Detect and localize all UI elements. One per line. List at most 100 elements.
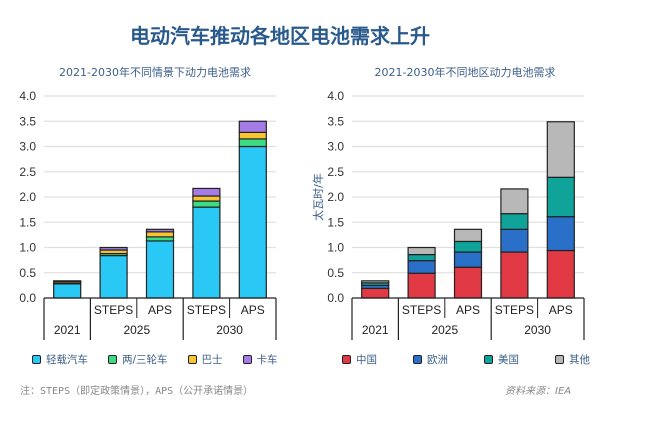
legend-label: 中国 xyxy=(356,354,377,366)
bar-segment xyxy=(238,120,267,133)
bar-segment xyxy=(407,246,436,256)
x-sub-label: STEPS xyxy=(94,303,133,317)
bar-segment xyxy=(407,260,436,274)
bar-segment xyxy=(546,176,575,218)
bar-segment xyxy=(99,246,128,251)
legend-swatch xyxy=(32,355,41,364)
bar-segment xyxy=(361,287,390,299)
x-sub-label: APS xyxy=(148,303,172,317)
bar-segment xyxy=(500,228,529,253)
x-sub-label: STEPS xyxy=(495,303,534,317)
bar-segment xyxy=(192,200,221,208)
x-group-label: 2030 xyxy=(216,323,243,337)
x-sub-label: APS xyxy=(549,303,573,317)
bar-segment xyxy=(99,254,128,299)
legend-item: 其他 xyxy=(555,352,590,367)
source-note: 资料来源：IEA xyxy=(505,386,572,397)
bar-segment xyxy=(53,280,82,282)
y-tick-label: 2.5 xyxy=(327,165,344,179)
x-group-label: 2025 xyxy=(431,323,458,337)
y-tick-label: 0.0 xyxy=(327,291,344,305)
legend-label: 两/三轮车 xyxy=(122,354,168,366)
y-tick-label: 2.0 xyxy=(19,190,36,204)
legend-item: 两/三轮车 xyxy=(108,352,168,367)
legend-label: 欧洲 xyxy=(427,354,448,366)
page-title: 电动汽车推动各地区电池需求上升 xyxy=(130,24,430,48)
y-tick-label: 3.5 xyxy=(327,114,344,128)
x-group-label: 2025 xyxy=(123,323,150,337)
bar-segment xyxy=(192,187,221,197)
x-group-label: 2021 xyxy=(362,323,389,337)
bar-segment xyxy=(453,240,483,253)
footnote: 注：STEPS（即定政策情景），APS（公开承诺情景） xyxy=(20,386,254,397)
y-axis-label: 太瓦时/年 xyxy=(0,173,1,221)
legend-swatch xyxy=(342,355,351,364)
bar-segment xyxy=(500,188,529,215)
bar-segment xyxy=(500,251,529,299)
y-tick-label: 4.0 xyxy=(19,89,36,103)
legend-label: 其他 xyxy=(569,354,590,366)
bar-segment xyxy=(238,138,267,148)
legend-swatch xyxy=(108,355,117,364)
legend-label: 美国 xyxy=(498,354,519,366)
bar-segment xyxy=(407,272,436,299)
legend-regions: 中国 欧洲 美国 其他 xyxy=(342,352,626,367)
legend-swatch xyxy=(242,355,252,364)
bar-segment xyxy=(145,231,175,238)
bar-segment xyxy=(145,236,175,242)
x-sub-label: STEPS xyxy=(187,303,226,317)
legend-item: 卡车 xyxy=(242,352,278,367)
y-tick-label: 3.5 xyxy=(19,114,36,128)
bar-segment xyxy=(145,228,175,233)
chart-scenarios: 0.0 0.5 1.0 1.5 2.0 2.5 3.0 3.5 4.0 太瓦时/年 2021 STEP… xyxy=(0,89,277,340)
y-tick-label: 0.0 xyxy=(19,291,36,305)
legend-item: 美国 xyxy=(484,352,519,367)
x-sub-label: APS xyxy=(456,303,480,317)
bar-segment xyxy=(453,251,483,268)
bar-segment xyxy=(407,253,436,262)
legend-label: 卡车 xyxy=(256,354,278,366)
bar-segment xyxy=(546,216,575,252)
bar-segment xyxy=(53,283,82,299)
y-tick-label: 1.0 xyxy=(327,241,344,255)
bar-segment xyxy=(145,240,175,299)
chart-2-title: 2021-2030年不同地区动力电池需求 xyxy=(374,66,556,79)
y-tick-label: 2.5 xyxy=(19,165,36,179)
y-tick-label: 4.0 xyxy=(327,89,344,103)
legend-item: 欧洲 xyxy=(413,352,448,367)
y-tick-label: 3.0 xyxy=(327,140,344,154)
bar-segment xyxy=(192,206,221,299)
y-tick-label: 3.0 xyxy=(19,140,36,154)
legend-item: 中国 xyxy=(342,352,377,367)
bar-segment xyxy=(238,145,267,299)
y-tick-label: 1.5 xyxy=(19,215,36,229)
x-group-label: 2030 xyxy=(524,323,551,337)
legend-scenarios: 轻载汽车 两/三轮车 巴士 卡车 xyxy=(32,352,298,367)
chart-1-title: 2021-2030年不同情景下动力电池需求 xyxy=(59,66,251,79)
legend-item: 巴士 xyxy=(187,352,223,367)
legend-swatch xyxy=(555,355,564,364)
bar-segment xyxy=(238,131,267,140)
bar-segment xyxy=(453,266,483,299)
y-tick-label: 0.5 xyxy=(19,266,36,280)
chart-regions: 0.0 0.5 1.0 1.5 2.0 2.5 3.0 3.5 4.0 太瓦时/年 2021 STEP… xyxy=(311,89,585,340)
x-group-label: 2021 xyxy=(54,323,81,337)
bar-segment xyxy=(192,195,221,202)
x-sub-label: APS xyxy=(241,303,265,317)
y-tick-label: 1.0 xyxy=(19,241,36,255)
legend-label: 巴士 xyxy=(201,354,223,366)
bar-segment xyxy=(500,213,529,230)
y-tick-label: 0.5 xyxy=(327,266,344,280)
legend-label: 轻载汽车 xyxy=(46,354,88,366)
bar-segment xyxy=(361,280,390,284)
x-sub-label: STEPS xyxy=(402,303,441,317)
bar-segment xyxy=(546,249,575,299)
legend-swatch xyxy=(484,355,493,364)
bar-segment xyxy=(453,228,483,243)
legend-swatch xyxy=(413,355,422,364)
y-axis-label: 太瓦时/年 xyxy=(311,173,325,221)
y-tick-label: 1.5 xyxy=(327,215,344,229)
y-tick-label: 2.0 xyxy=(327,190,344,204)
bar-segment xyxy=(546,121,575,178)
legend-swatch xyxy=(187,355,197,364)
